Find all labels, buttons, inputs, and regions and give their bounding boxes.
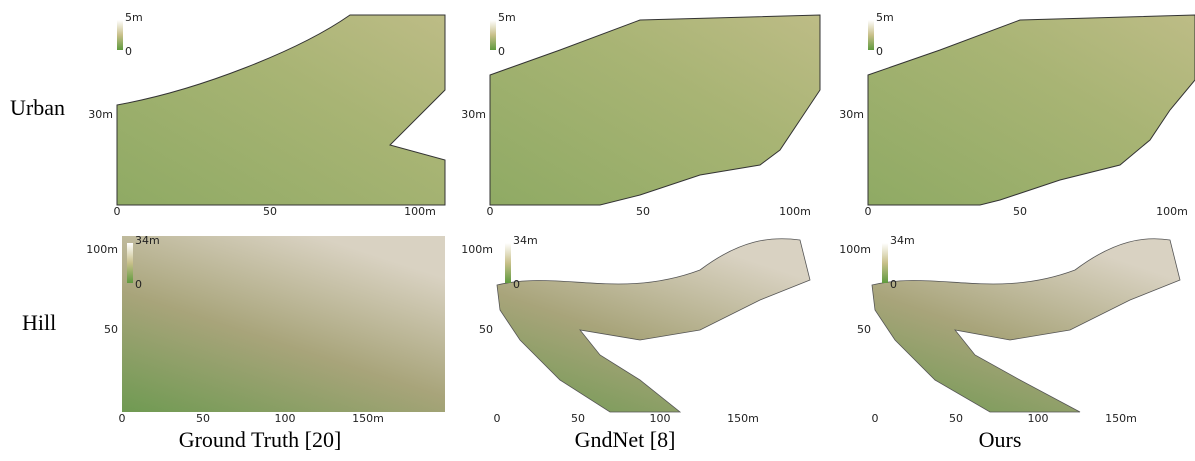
row-label: Urban	[10, 95, 65, 120]
colorbar-label: 0	[125, 45, 132, 58]
x-tick-label: 0	[865, 205, 872, 218]
y-tick-label: 100m	[461, 243, 493, 256]
colorbar	[117, 20, 123, 50]
colorbar-label: 34m	[513, 234, 538, 247]
colorbar	[505, 243, 511, 283]
row-label: Hill	[22, 310, 56, 335]
colorbar-label: 34m	[890, 234, 915, 247]
terrain	[497, 239, 810, 412]
y-tick-label: 30m	[461, 108, 486, 121]
x-tick-label: 50	[636, 205, 650, 218]
colorbar	[490, 20, 496, 50]
x-tick-label: 100m	[779, 205, 811, 218]
x-tick-label: 100m	[1156, 205, 1188, 218]
y-tick-label: 30m	[839, 108, 864, 121]
colorbar-label: 0	[135, 278, 142, 291]
x-tick-label: 0	[487, 205, 494, 218]
terrain	[122, 236, 445, 412]
colorbar-label: 5m	[876, 11, 894, 24]
terrain	[117, 15, 445, 205]
colorbar-label: 5m	[125, 11, 143, 24]
colorbar-label: 5m	[498, 11, 516, 24]
x-tick-label: 150m	[352, 412, 384, 425]
column-label: Ground Truth [20]	[179, 427, 342, 452]
x-tick-label: 150m	[1105, 412, 1137, 425]
x-tick-label: 0	[872, 412, 879, 425]
x-tick-label: 100	[1028, 412, 1049, 425]
x-tick-label: 50	[1013, 205, 1027, 218]
x-tick-label: 50	[263, 205, 277, 218]
y-tick-label: 50	[479, 323, 493, 336]
y-tick-label: 100m	[839, 243, 871, 256]
y-tick-label: 100m	[86, 243, 118, 256]
column-label: GndNet [8]	[575, 427, 676, 452]
x-tick-label: 50	[949, 412, 963, 425]
column-label: Ours	[979, 427, 1022, 452]
terrain	[490, 15, 820, 205]
x-tick-label: 0	[114, 205, 121, 218]
colorbar	[127, 243, 133, 283]
x-tick-label: 100	[275, 412, 296, 425]
x-tick-label: 50	[196, 412, 210, 425]
x-tick-label: 0	[494, 412, 501, 425]
x-tick-label: 0	[119, 412, 126, 425]
terrain	[868, 15, 1195, 205]
x-tick-label: 50	[571, 412, 585, 425]
colorbar-label: 0	[513, 278, 520, 291]
x-tick-label: 150m	[727, 412, 759, 425]
y-tick-label: 50	[104, 323, 118, 336]
colorbar-label: 0	[876, 45, 883, 58]
x-tick-label: 100	[650, 412, 671, 425]
x-tick-label: 100m	[404, 205, 436, 218]
y-tick-label: 50	[857, 323, 871, 336]
y-tick-label: 30m	[88, 108, 113, 121]
colorbar-label: 34m	[135, 234, 160, 247]
colorbar-label: 0	[890, 278, 897, 291]
colorbar	[868, 20, 874, 50]
figure: Urban Hill Ground Truth [20] GndNet [8] Ours…	[0, 0, 1195, 461]
colorbar	[882, 243, 888, 283]
terrain	[872, 239, 1180, 412]
colorbar-label: 0	[498, 45, 505, 58]
